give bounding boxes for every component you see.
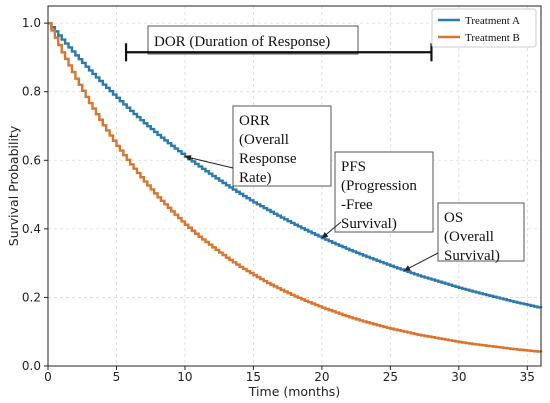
dor-bracket <box>124 43 433 62</box>
x-tick-label: 15 <box>246 370 261 384</box>
pfs-label-line: PFS <box>341 159 366 175</box>
os-arrow-head <box>404 265 411 271</box>
x-tick-label: 35 <box>520 370 535 384</box>
pfs-label-line: -Free <box>341 197 373 213</box>
orr-box <box>232 105 332 187</box>
orr-label-line: Response <box>239 151 297 167</box>
orr-label-line: ORR <box>239 113 270 129</box>
x-tick-label: 10 <box>177 370 192 384</box>
orr-arrow-line <box>184 156 234 169</box>
y-tick-label: 0.0 <box>22 359 41 373</box>
y-tick-label: 0.2 <box>22 290 41 304</box>
pfs-label-line: Survival) <box>341 216 397 232</box>
x-tick-label: 5 <box>113 370 121 384</box>
os-label-line: OS <box>444 210 463 226</box>
annotations: DOR (Duration of Response) ORR (Overall Re… <box>124 25 525 272</box>
y-axis-title: Survival Probability <box>6 125 21 246</box>
x-tick-label: 30 <box>451 370 466 384</box>
orr-label-line: Rate) <box>239 170 271 186</box>
x-axis-title: Time (months) <box>248 384 340 399</box>
os-box <box>437 202 525 262</box>
orr-label-line: (Overall <box>239 132 289 148</box>
series-line-treatment-a <box>48 21 543 309</box>
os-label-line: Survival) <box>444 248 500 264</box>
pfs-box <box>334 151 434 233</box>
y-tick-label: 0.4 <box>22 222 41 236</box>
legend-label-treatment-b: Treatment B <box>465 32 520 44</box>
y-tick-label: 0.6 <box>22 153 41 167</box>
plot-frame <box>47 5 542 367</box>
legend-label-treatment-a: Treatment A <box>465 15 520 27</box>
pfs-arrow-head <box>321 231 329 239</box>
x-tick-label: 25 <box>383 370 398 384</box>
y-tick-label: 1.0 <box>22 16 41 30</box>
pfs-label-line: (Progression <box>341 178 417 194</box>
os-arrow-line <box>403 252 439 272</box>
y-tick-label: 0.8 <box>22 85 41 99</box>
dor-label: DOR (Duration of Response) <box>154 34 330 50</box>
x-tick-label: 20 <box>314 370 329 384</box>
os-label-line: (Overall <box>444 229 494 245</box>
axis-ticks: 0 5 10 15 20 25 30 35 0.0 0.2 0.4 0.6 0.8 1.0 <box>22 16 535 384</box>
dor-box <box>147 25 359 55</box>
series-lines <box>48 21 543 353</box>
x-tick-label: 0 <box>44 370 52 384</box>
orr-arrow-head <box>184 154 192 161</box>
legend: Treatment A Treatment B <box>431 8 537 48</box>
series-line-treatment-b <box>48 21 543 353</box>
